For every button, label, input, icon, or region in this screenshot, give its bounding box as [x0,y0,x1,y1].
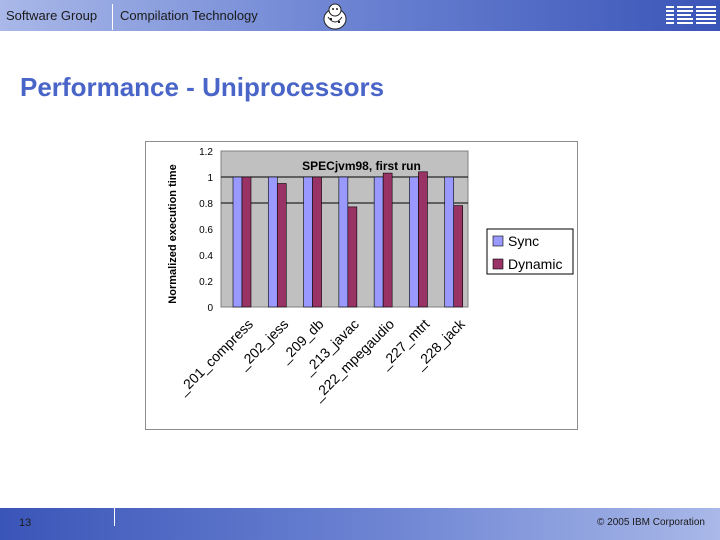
y-tick-label: 1 [207,173,213,184]
header-left-label: Software Group [6,8,98,23]
bar-dynamic [453,205,464,308]
legend-swatch [492,258,504,270]
bar-sync [267,176,278,308]
y-tick-label: 0.6 [199,225,213,236]
footer-divider [114,508,115,526]
header-divider [112,4,113,30]
y-tick-label: 1.2 [199,147,213,158]
bar-dynamic [241,176,252,308]
chart-container: 0 0.2 0.4 0.6 0.8 1 1.2 Normalized execution ti… [145,141,578,430]
y-tick-label: 0.2 [199,277,213,288]
header-bar: Software Group Compilation Technology [0,0,720,31]
bar-sync [303,176,313,308]
bar-sync [444,176,455,308]
footer-bar: 13 © 2005 IBM Corporation [0,508,720,540]
y-tick-label: 0 [207,303,213,314]
legend-label: Sync [508,233,539,249]
bar-dynamic [312,176,322,308]
copyright-text: © 2005 IBM Corporation [597,517,705,528]
y-tick-label: 0.4 [199,251,213,262]
slide-title: Performance - Uniprocessors [20,72,385,102]
chart-svg: 0 0.2 0.4 0.6 0.8 1 1.2 Normalized execution ti… [167,147,574,404]
mascot-icon [323,3,347,30]
bar-dynamic [382,172,393,308]
bar-dynamic [418,171,428,308]
header-right-label: Compilation Technology [120,8,258,23]
ibm-logo-icon [666,6,716,24]
bar-dynamic [276,183,287,308]
y-tick-label: 0.8 [199,199,213,210]
bar-dynamic [347,206,358,308]
page-number: 13 [19,517,32,529]
legend-swatch [492,235,504,247]
bar-sync [409,176,419,308]
chart-title: SPECjvm98, first run [302,159,421,173]
legend-label: Dynamic [508,256,562,272]
bar-sync [232,176,243,308]
bar-sync [338,176,349,308]
y-axis-label: Normalized execution time [167,164,179,303]
bar-sync [373,176,384,308]
